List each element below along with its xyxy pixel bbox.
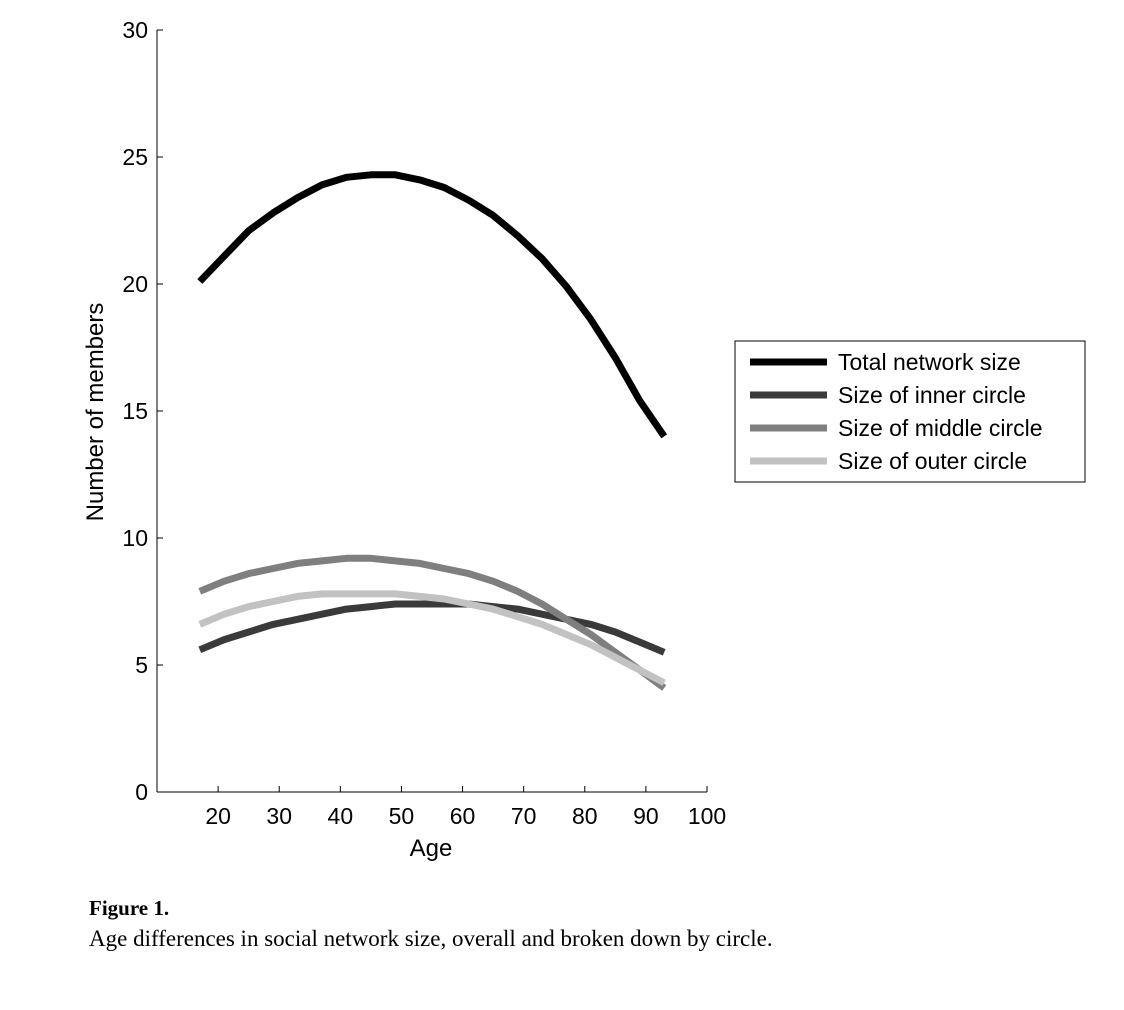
series-line-1 [197, 171, 668, 439]
y-axis-title: Number of members [82, 303, 109, 522]
series-line-2 [198, 600, 666, 656]
legend-label: Total network size [838, 349, 1021, 375]
y-tick-label: 25 [122, 144, 148, 170]
y-tick-label: 30 [122, 17, 148, 43]
legend-label: Size of inner circle [838, 382, 1026, 408]
x-axis-title: Age [410, 835, 453, 862]
series-line-3 [198, 554, 667, 691]
line-chart: 0 5 10 15 20 25 30 20 30 40 50 60 70 80 90 100 Age Numb… [82, 17, 1086, 862]
x-tick-label: 60 [450, 803, 476, 829]
x-tick-label: 90 [633, 803, 659, 829]
legend-label: Size of outer circle [838, 448, 1027, 474]
x-tick-label: 50 [389, 803, 415, 829]
figure-caption-title: Figure 1. [89, 896, 170, 920]
y-tick-label: 15 [122, 398, 148, 424]
y-tick-label: 5 [135, 652, 148, 678]
y-tick-label: 0 [135, 779, 148, 805]
legend: Total network size Size of inner circle Si… [734, 340, 1086, 483]
series-lines [197, 171, 668, 691]
axes: 0 5 10 15 20 25 30 20 30 40 50 60 70 80 90 100 [122, 17, 726, 829]
series-line-4 [198, 590, 666, 686]
y-tick-label: 10 [122, 525, 148, 551]
x-tick-label: 40 [328, 803, 354, 829]
y-tick-label: 20 [122, 271, 148, 297]
x-tick-label: 30 [266, 803, 292, 829]
x-tick-label: 80 [572, 803, 598, 829]
legend-label: Size of middle circle [838, 415, 1043, 441]
x-tick-label: 20 [205, 803, 231, 829]
figure-caption-text: Age differences in social network size, … [89, 926, 773, 951]
x-tick-label: 70 [511, 803, 537, 829]
x-tick-label: 100 [688, 803, 726, 829]
